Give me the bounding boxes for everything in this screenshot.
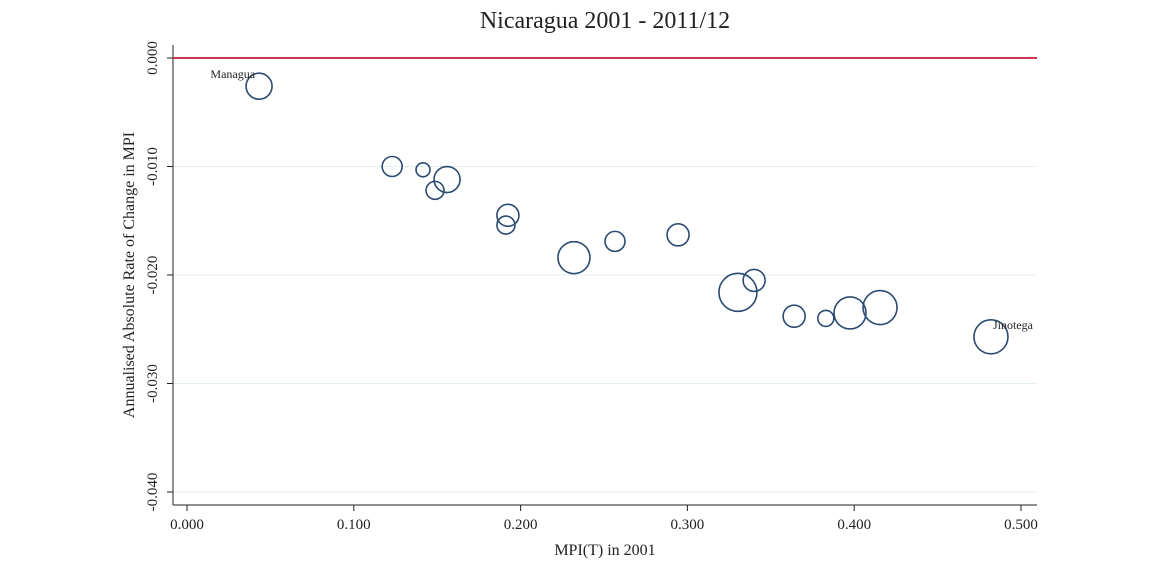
bubble bbox=[425, 180, 445, 201]
x-tick-label: 0.000 bbox=[170, 517, 204, 533]
y-tick-label: -0.020 bbox=[145, 256, 161, 295]
chart-title: Nicaragua 2001 - 2011/12 bbox=[480, 8, 730, 34]
point-label: Jinotega bbox=[993, 318, 1034, 332]
bubble bbox=[433, 165, 461, 194]
x-tick-label: 0.400 bbox=[837, 517, 871, 533]
x-tick-label: 0.100 bbox=[337, 517, 371, 533]
bubble bbox=[862, 289, 898, 326]
bubble bbox=[496, 215, 516, 235]
bubble bbox=[604, 230, 626, 253]
x-tick-label: 0.300 bbox=[671, 517, 705, 533]
bubble bbox=[782, 304, 806, 329]
bubble bbox=[381, 155, 403, 178]
bubble bbox=[557, 240, 591, 275]
y-tick-label: 0.000 bbox=[145, 41, 161, 75]
x-tick-label: 0.200 bbox=[504, 517, 538, 533]
x-axis-label: MPI(T) in 2001 bbox=[554, 542, 655, 559]
bubble bbox=[718, 272, 758, 313]
bubble bbox=[833, 296, 867, 330]
bubble bbox=[496, 203, 520, 228]
y-axis-label: Annualised Absolute Rate of Change in MP… bbox=[121, 132, 138, 418]
bubble bbox=[415, 161, 431, 178]
y-tick-label: -0.010 bbox=[145, 147, 161, 186]
bubble bbox=[817, 309, 835, 328]
y-tick-label: -0.030 bbox=[145, 364, 161, 403]
bubble bbox=[245, 72, 273, 101]
bubble bbox=[973, 319, 1009, 355]
bubble bbox=[742, 268, 766, 293]
point-label: Managua bbox=[210, 67, 255, 81]
bubble bbox=[666, 223, 690, 247]
y-tick-label: -0.040 bbox=[145, 473, 161, 512]
x-tick-label: 0.500 bbox=[1004, 517, 1038, 533]
